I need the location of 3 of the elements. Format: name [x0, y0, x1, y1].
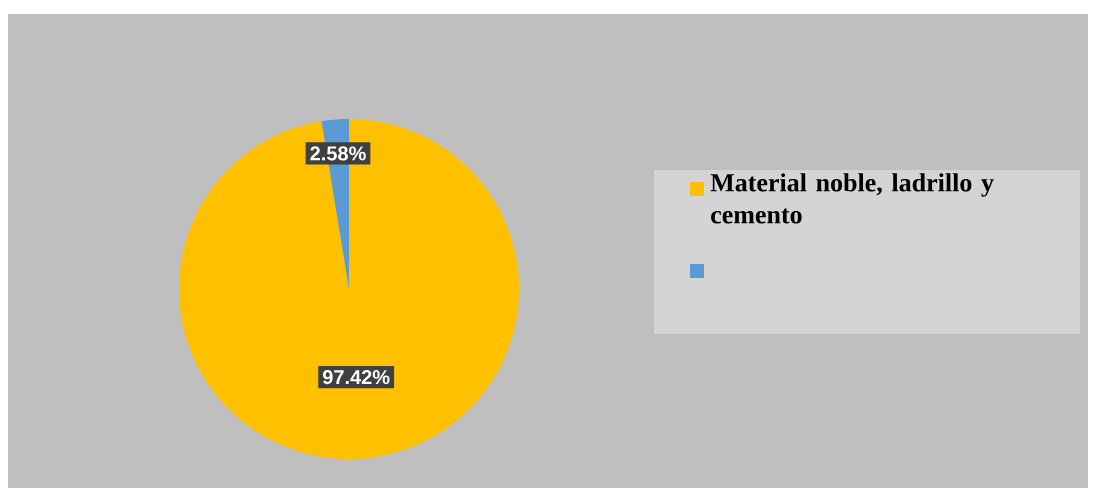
legend-label: Material noble, ladrillo y cemento: [710, 173, 994, 224]
data-label: 2.58%: [310, 146, 366, 161]
data-label: 97.42%: [322, 370, 390, 385]
